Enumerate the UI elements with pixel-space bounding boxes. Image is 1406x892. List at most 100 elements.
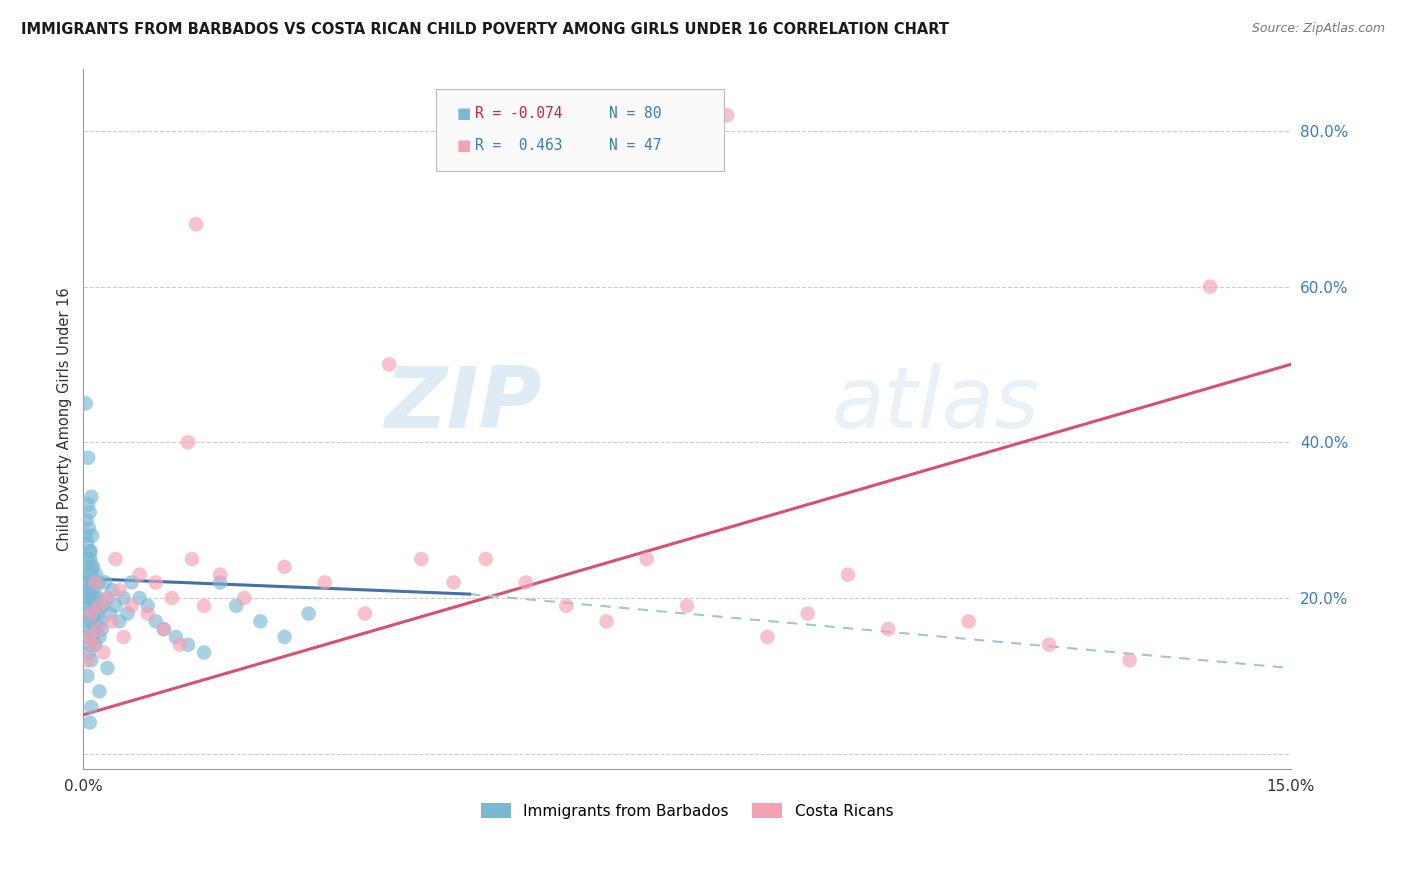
Point xyxy=(152,622,174,636)
Point xyxy=(79,544,101,558)
Point xyxy=(83,607,105,621)
Point xyxy=(165,630,187,644)
Point xyxy=(104,552,127,566)
Point xyxy=(89,599,111,613)
Text: R = -0.074: R = -0.074 xyxy=(475,106,562,120)
Text: ZIP: ZIP xyxy=(384,363,543,446)
Point xyxy=(77,552,100,566)
Point xyxy=(77,521,100,535)
Point xyxy=(93,599,115,613)
Point xyxy=(89,599,111,613)
Point xyxy=(77,646,100,660)
Point xyxy=(75,396,97,410)
Point xyxy=(117,607,139,621)
Point xyxy=(101,583,124,598)
Text: N = 47: N = 47 xyxy=(609,138,661,153)
Point xyxy=(82,638,104,652)
Point xyxy=(98,607,121,621)
Point xyxy=(96,661,118,675)
Point xyxy=(184,217,207,231)
Point xyxy=(128,591,150,605)
Point xyxy=(86,591,108,605)
Point xyxy=(474,552,496,566)
Point xyxy=(756,630,779,644)
Point xyxy=(82,559,104,574)
Point xyxy=(82,599,104,613)
Point xyxy=(555,599,578,613)
Point xyxy=(249,615,271,629)
Point xyxy=(76,607,98,621)
Point xyxy=(79,583,101,598)
Point xyxy=(84,638,107,652)
Point xyxy=(82,559,104,574)
Point xyxy=(209,567,232,582)
Point xyxy=(77,583,100,598)
Text: Source: ZipAtlas.com: Source: ZipAtlas.com xyxy=(1251,22,1385,36)
Point xyxy=(84,599,107,613)
Point xyxy=(96,591,118,605)
Point xyxy=(112,630,135,644)
Point xyxy=(77,607,100,621)
Point xyxy=(79,715,101,730)
Text: atlas: atlas xyxy=(832,363,1040,446)
Point xyxy=(75,529,97,543)
Point xyxy=(273,559,295,574)
Point xyxy=(79,544,101,558)
Point xyxy=(177,638,200,652)
Point xyxy=(298,607,321,621)
Point xyxy=(877,622,900,636)
Point xyxy=(76,536,98,550)
Point xyxy=(160,591,183,605)
Point xyxy=(128,567,150,582)
Point xyxy=(76,669,98,683)
Text: ■: ■ xyxy=(457,106,471,120)
Point xyxy=(94,575,117,590)
Point xyxy=(121,599,143,613)
Point xyxy=(80,567,103,582)
Point xyxy=(82,630,104,644)
Point xyxy=(209,575,232,590)
Point xyxy=(443,575,465,590)
Point xyxy=(87,607,110,621)
Legend: Immigrants from Barbados, Costa Ricans: Immigrants from Barbados, Costa Ricans xyxy=(475,797,900,825)
Point xyxy=(411,552,433,566)
Point xyxy=(273,630,295,644)
Point xyxy=(121,575,143,590)
Point xyxy=(83,575,105,590)
Point xyxy=(193,646,215,660)
Point xyxy=(957,615,980,629)
Point xyxy=(83,583,105,598)
Point xyxy=(79,505,101,519)
Point xyxy=(77,450,100,465)
Point xyxy=(80,615,103,629)
Point xyxy=(716,108,738,122)
Point xyxy=(314,575,336,590)
Point xyxy=(79,630,101,644)
Point xyxy=(181,552,204,566)
Point xyxy=(152,622,174,636)
Point xyxy=(76,513,98,527)
Point xyxy=(73,575,96,590)
Point xyxy=(84,575,107,590)
Point xyxy=(80,607,103,621)
Point xyxy=(676,599,699,613)
Point xyxy=(378,358,401,372)
Text: N = 80: N = 80 xyxy=(609,106,661,120)
Point xyxy=(76,559,98,574)
Point xyxy=(76,599,98,613)
Point xyxy=(112,591,135,605)
Point xyxy=(96,591,118,605)
Point xyxy=(1199,279,1222,293)
Point xyxy=(354,607,377,621)
Point xyxy=(93,646,115,660)
Point xyxy=(595,615,617,629)
Point xyxy=(136,607,159,621)
Point xyxy=(1038,638,1060,652)
Point xyxy=(90,622,112,636)
Point xyxy=(77,498,100,512)
Point xyxy=(84,615,107,629)
Text: R =  0.463: R = 0.463 xyxy=(475,138,562,153)
Point xyxy=(79,552,101,566)
Point xyxy=(796,607,818,621)
Point xyxy=(82,529,104,543)
